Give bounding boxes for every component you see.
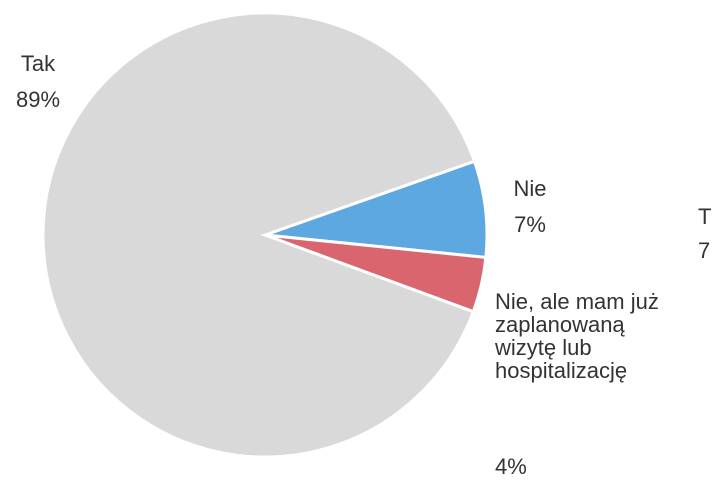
slice-label: Nie, ale mam już zaplanowaną wizytę lub …: [494, 289, 665, 383]
pie-slice: [41, 11, 477, 459]
slice-value-label: 7%: [514, 212, 546, 237]
slice-label: Tak: [21, 51, 56, 76]
slice-label: Nie: [513, 176, 546, 201]
clipped-label: T: [698, 204, 711, 229]
slice-value-label: 4%: [495, 454, 527, 479]
clipped-label: 7: [698, 238, 710, 263]
slice-value-label: 89%: [16, 87, 60, 112]
